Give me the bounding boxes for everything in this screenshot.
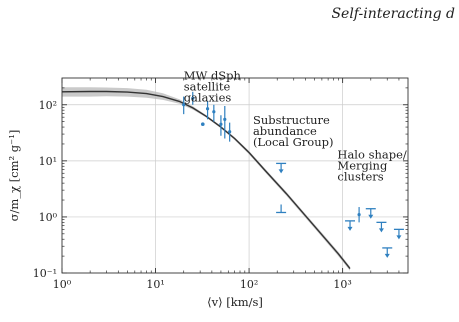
upper-limit-head bbox=[378, 228, 384, 233]
data-point bbox=[219, 122, 223, 126]
x-axis-label: ⟨v⟩ [km/s] bbox=[207, 295, 263, 309]
annotation-line: MW dSph bbox=[184, 69, 242, 83]
upper-limit-head bbox=[396, 235, 402, 240]
running-header: Self-interacting d bbox=[331, 6, 455, 22]
y-tick-label: 10⁰ bbox=[39, 211, 58, 224]
data-point bbox=[223, 117, 227, 121]
annotation-line: Merging bbox=[337, 159, 388, 173]
data-point bbox=[200, 122, 205, 127]
annotation-line: Substructure bbox=[253, 113, 330, 127]
data-point bbox=[205, 107, 210, 111]
data-point bbox=[357, 212, 361, 217]
data-point bbox=[228, 130, 232, 134]
measurement-points bbox=[182, 91, 404, 258]
upper-limit-head bbox=[368, 214, 374, 219]
y-axis-label: σ/m_χ [cm² g⁻¹] bbox=[7, 130, 21, 222]
upper-limit-head bbox=[347, 226, 353, 231]
x-tick-label: 10² bbox=[240, 278, 258, 291]
annotation-line: satellite bbox=[184, 80, 231, 94]
cross-section-curve bbox=[61, 90, 351, 270]
annotation: Halo shape/Merging clusters bbox=[337, 148, 406, 184]
annotations: MW dSph satellite galaxies Substructure abun… bbox=[184, 69, 407, 184]
annotation-line: clusters bbox=[337, 170, 383, 184]
annotation-line: Halo shape/ bbox=[337, 148, 406, 162]
upper-limit-head bbox=[278, 169, 284, 174]
data-point bbox=[212, 110, 216, 114]
y-tick-label: 10⁻¹ bbox=[33, 267, 57, 280]
x-tick-label: 10³ bbox=[333, 278, 351, 291]
x-tick-label: 10¹ bbox=[146, 278, 164, 291]
data-point bbox=[191, 96, 195, 100]
y-tick-label: 10² bbox=[39, 99, 57, 112]
annotation: MW dSph satellite galaxies bbox=[184, 69, 242, 105]
upper-limit-head bbox=[384, 253, 390, 258]
x-tick-label: 10⁰ bbox=[53, 278, 72, 291]
y-tick-label: 10¹ bbox=[39, 155, 57, 168]
plot-frame bbox=[61, 77, 409, 274]
annotation-line: abundance bbox=[253, 124, 317, 138]
annotation: Substructure abundance (Local Group) bbox=[253, 113, 334, 149]
data-point bbox=[182, 103, 186, 107]
annotation-line: (Local Group) bbox=[253, 135, 334, 149]
annotation-line: galaxies bbox=[184, 91, 232, 105]
